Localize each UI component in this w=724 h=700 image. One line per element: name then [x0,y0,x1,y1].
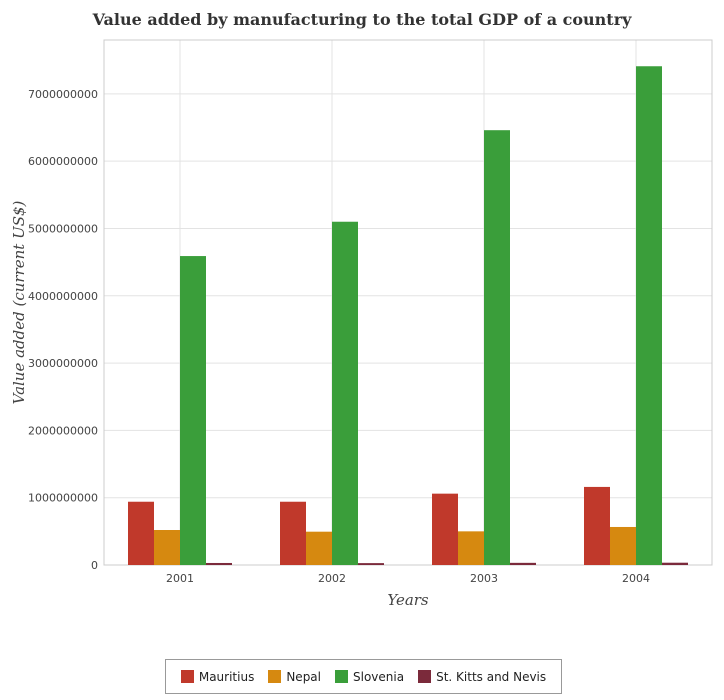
y-tick-label: 2000000000 [28,424,98,437]
bar-st-kitts-and-nevis-2001 [206,562,232,565]
bar-st-kitts-and-nevis-2004 [662,562,688,565]
x-axis-title: Years [387,591,429,609]
legend-item: Nepal [268,670,321,684]
bar-mauritius-2003 [432,493,458,565]
bar-nepal-2003 [458,531,484,565]
legend-swatch [268,670,282,683]
bar-mauritius-2004 [584,486,610,565]
x-tick-label: 2003 [470,572,498,585]
chart-title: Value added by manufacturing to the tota… [92,10,632,29]
bar-slovenia-2002 [332,221,358,565]
y-tick-label: 0 [91,559,98,572]
y-tick-label: 5000000000 [28,222,98,235]
x-tick-label: 2004 [622,572,650,585]
y-tick-label: 4000000000 [28,290,98,303]
bar-st-kitts-and-nevis-2002 [358,563,384,565]
legend-swatch [335,670,348,683]
bar-nepal-2001 [154,530,180,565]
y-tick-label: 3000000000 [28,357,98,370]
legend-swatch [418,670,432,683]
legend: Mauritius Nepal Slovenia St. Kitts and Nevi… [165,659,562,694]
bar-nepal-2004 [610,526,636,565]
legend-item: Mauritius [180,669,255,684]
bar-slovenia-2004 [636,66,662,565]
bar-mauritius-2002 [280,501,306,565]
bar-mauritius-2001 [128,501,154,565]
y-tick-label: 7000000000 [28,88,98,101]
bar-nepal-2002 [306,531,332,565]
y-axis-title: Value added (current US$) [10,200,28,404]
plot-border [103,39,713,566]
x-tick-label: 2001 [166,572,194,585]
bar-st-kitts-and-nevis-2003 [510,562,536,565]
x-tick-label: 2002 [318,572,346,585]
legend-label: Slovenia [353,669,405,684]
legend-label: Mauritius [198,669,255,684]
legend-swatch [180,670,194,683]
legend-item: St. Kitts and Nevis [418,670,546,684]
bar-slovenia-2001 [180,256,206,565]
y-tick-label: 1000000000 [28,492,98,505]
legend-label: Nepal [286,669,321,684]
y-tick-label: 6000000000 [28,155,98,168]
legend-item: Slovenia [335,670,404,684]
bar-slovenia-2003 [484,130,510,565]
legend-label: St. Kitts and Nevis [436,669,547,684]
